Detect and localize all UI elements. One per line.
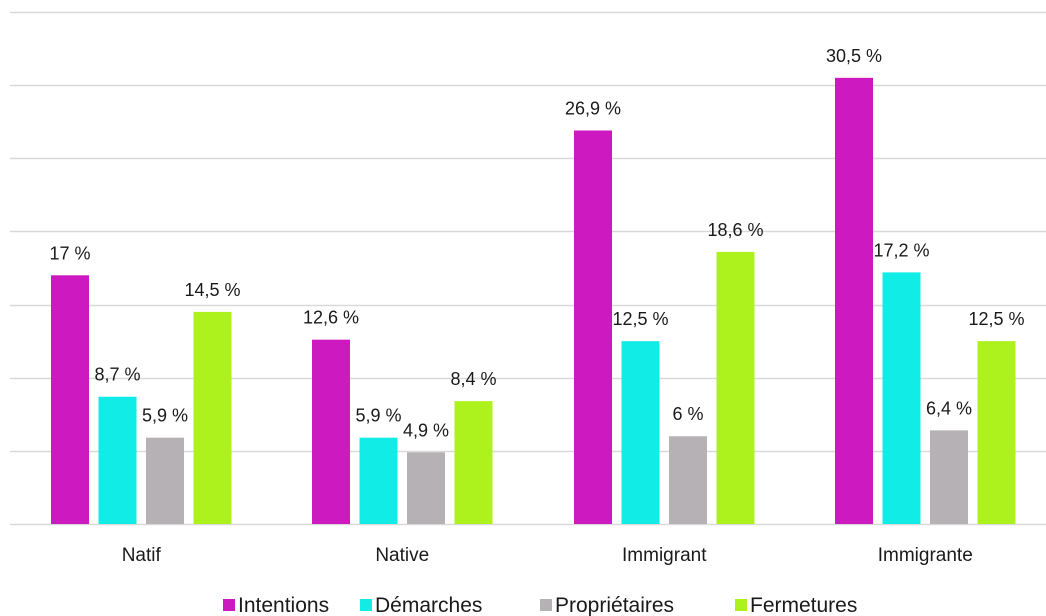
legend-swatch bbox=[360, 599, 372, 611]
data-label: 8,4 % bbox=[450, 369, 496, 389]
data-label: 6,4 % bbox=[926, 398, 972, 418]
data-label: 14,5 % bbox=[184, 280, 240, 300]
bar-fermetures-immigrant bbox=[716, 251, 755, 524]
category-label: Immigrant bbox=[622, 545, 707, 566]
data-label: 17 % bbox=[49, 243, 90, 263]
data-label: 26,9 % bbox=[565, 98, 621, 118]
bar-propriétaires-natif bbox=[146, 437, 184, 524]
bar-propriétaires-native bbox=[407, 452, 445, 524]
bars bbox=[51, 77, 1016, 524]
category-label: Natif bbox=[122, 545, 162, 566]
legend: Intentions Démarches Propriétaires Fermetur… bbox=[223, 594, 857, 616]
bar-intentions-immigrant bbox=[574, 130, 612, 524]
bar-intentions-natif bbox=[51, 275, 89, 524]
data-label: 12,5 % bbox=[968, 309, 1024, 329]
bar-démarches-immigrante bbox=[882, 272, 921, 524]
bar-fermetures-natif bbox=[193, 311, 232, 524]
legend-swatch bbox=[735, 599, 747, 611]
bar-démarches-native bbox=[359, 437, 398, 524]
data-label: 18,6 % bbox=[707, 220, 763, 240]
legend-label: Fermetures bbox=[750, 594, 857, 616]
legend-label: Démarches bbox=[375, 594, 482, 616]
legend-label: Propriétaires bbox=[555, 594, 674, 616]
bar-propriétaires-immigrante bbox=[930, 430, 968, 524]
bar-fermetures-native bbox=[454, 401, 493, 524]
category-label: Immigrante bbox=[878, 545, 973, 566]
category-labels: Natif Native Immigrant Immigrante bbox=[122, 545, 973, 566]
data-label: 5,9 % bbox=[355, 406, 401, 426]
bar-intentions-native bbox=[312, 339, 350, 524]
data-label: 5,9 % bbox=[142, 406, 188, 426]
legend-swatch bbox=[540, 599, 552, 611]
data-label: 8,7 % bbox=[94, 365, 140, 385]
data-label: 17,2 % bbox=[873, 240, 929, 260]
data-labels: 17 %8,7 %5,9 %14,5 %12,6 %5,9 %4,9 %8,4 … bbox=[49, 46, 1024, 440]
legend-label: Intentions bbox=[238, 594, 329, 616]
bar-démarches-natif bbox=[98, 396, 137, 524]
category-label: Native bbox=[375, 545, 429, 566]
data-label: 12,6 % bbox=[303, 308, 359, 328]
bar-fermetures-immigrante bbox=[977, 341, 1016, 524]
data-label: 6 % bbox=[672, 404, 703, 424]
bar-démarches-immigrant bbox=[621, 341, 660, 524]
bar-intentions-immigrante bbox=[835, 77, 873, 524]
data-label: 4,9 % bbox=[403, 420, 449, 440]
legend-swatch bbox=[223, 599, 235, 611]
data-label: 30,5 % bbox=[826, 46, 882, 66]
bar-propriétaires-immigrant bbox=[669, 436, 707, 524]
data-label: 12,5 % bbox=[612, 309, 668, 329]
